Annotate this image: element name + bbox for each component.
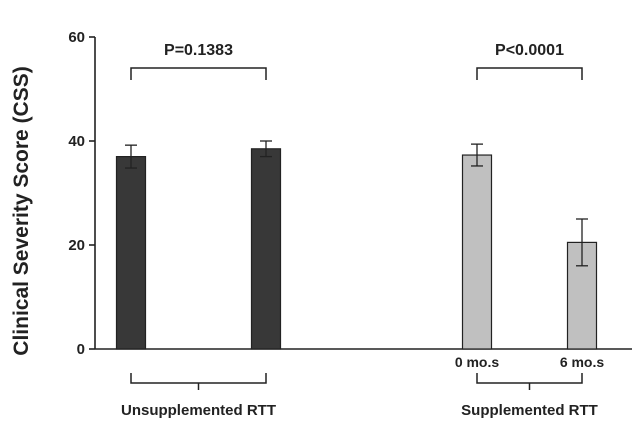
y-tick-label: 40 [68, 133, 85, 150]
bar [115, 156, 147, 350]
condition-label: 6 mo.s [560, 354, 605, 370]
bar [461, 154, 493, 350]
group-bracket [476, 373, 583, 390]
bar [250, 148, 282, 350]
y-axis-label: Clinical Severity Score (CSS) [10, 66, 33, 355]
significance-bracket [476, 67, 583, 80]
y-tick-label: 20 [68, 237, 85, 254]
y-tick-label: 60 [68, 29, 85, 46]
p-value-label: P<0.0001 [495, 42, 564, 59]
condition-label: 0 mo.s [455, 354, 500, 370]
group-bracket [130, 373, 267, 390]
group-label: Unsupplemented RTT [121, 402, 276, 419]
group-label: Supplemented RTT [461, 402, 598, 419]
y-tick-label: 0 [77, 341, 85, 358]
p-value-label: P=0.1383 [164, 42, 233, 59]
significance-bracket [130, 67, 267, 80]
